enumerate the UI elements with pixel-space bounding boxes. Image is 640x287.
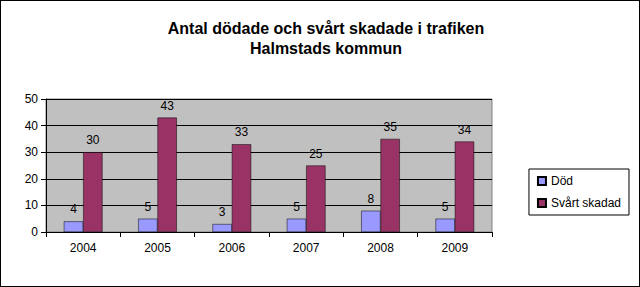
svg-text:33: 33 [235, 125, 249, 139]
svg-text:30: 30 [86, 133, 100, 147]
svg-text:10: 10 [25, 198, 39, 212]
svg-text:Antal dödade och svårt skadade: Antal dödade och svårt skadade i trafike… [168, 20, 485, 37]
svg-text:5: 5 [144, 200, 151, 214]
svg-text:2009: 2009 [441, 241, 468, 255]
svg-text:4: 4 [70, 202, 77, 216]
svg-text:5: 5 [442, 200, 449, 214]
svg-text:Död: Död [551, 174, 573, 188]
svg-text:40: 40 [25, 119, 39, 133]
svg-text:43: 43 [160, 99, 174, 113]
svg-text:34: 34 [458, 123, 472, 137]
svg-text:2006: 2006 [218, 241, 245, 255]
svg-text:50: 50 [25, 92, 39, 106]
svg-text:30: 30 [25, 145, 39, 159]
svg-text:8: 8 [367, 192, 374, 206]
svg-text:5: 5 [293, 200, 300, 214]
svg-text:2008: 2008 [367, 241, 394, 255]
svg-text:2005: 2005 [144, 241, 171, 255]
svg-text:25: 25 [309, 147, 323, 161]
svg-text:Halmstads kommun: Halmstads kommun [250, 40, 402, 57]
svg-text:35: 35 [383, 120, 397, 134]
svg-text:20: 20 [25, 172, 39, 186]
svg-text:3: 3 [219, 205, 226, 219]
svg-text:2004: 2004 [70, 241, 97, 255]
svg-text:Svårt skadad: Svårt skadad [551, 196, 621, 210]
svg-text:0: 0 [31, 225, 38, 239]
svg-text:2007: 2007 [293, 241, 320, 255]
